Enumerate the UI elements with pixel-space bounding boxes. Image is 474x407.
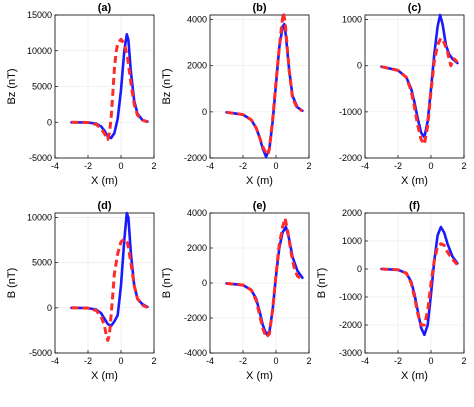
y-tick-label: 5000 xyxy=(32,82,52,92)
y-tick-label: -1000 xyxy=(339,107,362,117)
plot-area xyxy=(365,213,464,353)
x-tick-label: 0 xyxy=(118,356,123,366)
y-tick-label: 1000 xyxy=(342,236,362,246)
y-tick-label: 4000 xyxy=(187,15,207,25)
x-tick-label: 2 xyxy=(461,356,466,366)
x-tick-label: 0 xyxy=(428,161,433,171)
y-tick-label: -2000 xyxy=(339,320,362,330)
x-tick-label: -4 xyxy=(361,161,369,171)
subplot-c: -4 -2 0 2 -2000 -1000 0 1000 (c) X (m) xyxy=(339,2,467,187)
y-tick-label: 15000 xyxy=(27,10,52,20)
x-tick-label: 2 xyxy=(306,161,311,171)
panel-title: (b) xyxy=(252,2,266,14)
y-tick-label: 4000 xyxy=(187,208,207,218)
y-axis-label: B (nT) xyxy=(316,268,328,299)
x-tick-label: 2 xyxy=(306,356,311,366)
y-tick-label: 5000 xyxy=(32,258,52,268)
y-axis-label: B (nT) xyxy=(161,268,173,299)
series-line-dashed xyxy=(71,37,148,141)
y-tick-label: -5000 xyxy=(29,348,52,358)
x-tick-label: -2 xyxy=(84,161,92,171)
series-line-dashed xyxy=(71,237,149,342)
y-tick-label: 0 xyxy=(47,117,52,127)
y-tick-label: 1000 xyxy=(342,15,362,25)
x-tick-label: -4 xyxy=(51,161,59,171)
x-tick-label: -4 xyxy=(51,356,59,366)
panel-title: (d) xyxy=(97,200,111,212)
series-line-dashed xyxy=(226,216,304,339)
x-tick-label: 0 xyxy=(428,356,433,366)
panel-title: (c) xyxy=(408,2,422,14)
axes-frame xyxy=(209,14,310,159)
axes-frame xyxy=(54,212,155,354)
y-axis-label: B (nT) xyxy=(6,268,18,299)
x-tick-label: -2 xyxy=(239,161,247,171)
y-axis-label: Bz (nT) xyxy=(161,68,173,104)
x-axis-label: X (m) xyxy=(246,175,273,187)
x-tick-label: -2 xyxy=(239,356,247,366)
y-tick-label: -2000 xyxy=(184,313,207,323)
x-tick-label: -4 xyxy=(206,356,214,366)
y-tick-label: 0 xyxy=(202,107,207,117)
x-axis-label: X (m) xyxy=(246,370,273,382)
subplot-a: -4 -2 0 2 -5000 0 5000 10000 15000 (a) X (m) Bz (nT… xyxy=(6,2,157,187)
x-axis-label: X (m) xyxy=(401,370,428,382)
y-tick-label: 0 xyxy=(202,278,207,288)
x-tick-label: -4 xyxy=(361,356,369,366)
series-line-dashed xyxy=(381,36,459,146)
y-tick-label: 2000 xyxy=(342,208,362,218)
y-tick-label: 0 xyxy=(357,61,362,71)
y-tick-label: 0 xyxy=(357,264,362,274)
x-tick-label: -2 xyxy=(394,161,402,171)
y-tick-label: 2000 xyxy=(187,61,207,71)
y-tick-label: -2000 xyxy=(339,153,362,163)
x-tick-label: 2 xyxy=(151,161,156,171)
axes-frame xyxy=(364,14,465,159)
y-tick-label: 10000 xyxy=(27,213,52,223)
subplot-d: -4 -2 0 2 -5000 0 5000 10000 (d) X (m) B (nT) xyxy=(6,200,157,382)
x-tick-label: -4 xyxy=(206,161,214,171)
y-axis-label: Bz (nT) xyxy=(6,68,18,104)
y-tick-label: -2000 xyxy=(184,153,207,163)
subplot-f: -4 -2 0 2 -3000 -2000 -1000 0 1000 2000 (f) X (m) B … xyxy=(316,200,467,382)
y-tick-label: 2000 xyxy=(187,243,207,253)
y-tick-label: -1000 xyxy=(339,292,362,302)
x-axis-label: X (m) xyxy=(91,370,118,382)
y-tick-label: 10000 xyxy=(27,46,52,56)
y-tick-label: -3000 xyxy=(339,348,362,358)
series-line-dashed xyxy=(226,11,304,156)
y-tick-label: 0 xyxy=(47,303,52,313)
subplot-b: -4 -2 0 2 -2000 0 2000 4000 (b) X (m) Bz (nT) xyxy=(161,2,312,187)
x-tick-label: -2 xyxy=(84,356,92,366)
x-tick-label: 0 xyxy=(118,161,123,171)
x-tick-label: 0 xyxy=(273,161,278,171)
x-tick-label: 0 xyxy=(273,356,278,366)
panel-title: (e) xyxy=(253,200,267,212)
panel-title: (f) xyxy=(409,200,420,212)
plot-area xyxy=(365,15,464,158)
x-tick-label: 2 xyxy=(461,161,466,171)
series-line-solid xyxy=(380,225,459,337)
y-tick-label: -4000 xyxy=(184,348,207,358)
x-axis-label: X (m) xyxy=(91,175,118,187)
axes-frame xyxy=(364,212,465,354)
subplot-e: -4 -2 0 2 -4000 -2000 0 2000 4000 (e) X (m) B (nT) xyxy=(161,200,312,382)
panel-title: (a) xyxy=(98,2,112,14)
x-tick-label: -2 xyxy=(394,356,402,366)
x-axis-label: X (m) xyxy=(401,175,428,187)
y-tick-label: -5000 xyxy=(29,153,52,163)
x-tick-label: 2 xyxy=(151,356,156,366)
